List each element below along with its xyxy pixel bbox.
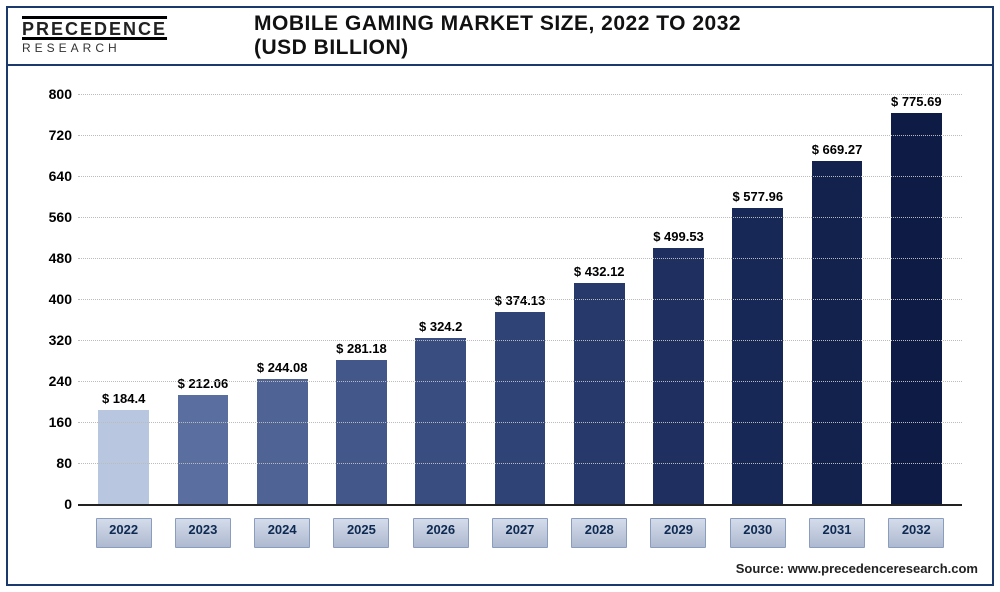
x-tick-label: 2031 bbox=[809, 518, 865, 548]
bar bbox=[732, 208, 783, 504]
bar-value-label: $ 669.27 bbox=[812, 142, 863, 157]
x-tick-label: 2030 bbox=[730, 518, 786, 548]
chart-frame: PRECEDENCE RESEARCH MOBILE GAMING MARKET… bbox=[6, 6, 994, 586]
x-tick: 2032 bbox=[877, 518, 956, 548]
gridline bbox=[78, 94, 962, 95]
y-tick-label: 240 bbox=[32, 373, 72, 389]
x-axis: 2022 2023 2024 2025 2026 2027 2028 2029 2030 2031… bbox=[78, 518, 962, 548]
bar bbox=[98, 410, 149, 505]
x-tick-label: 2026 bbox=[413, 518, 469, 548]
logo-text-top: PRECEDENCE bbox=[22, 18, 167, 40]
gridline bbox=[78, 258, 962, 259]
x-tick-label: 2023 bbox=[175, 518, 231, 548]
y-tick-label: 720 bbox=[32, 127, 72, 143]
x-tick-label: 2032 bbox=[888, 518, 944, 548]
bar bbox=[653, 248, 704, 504]
x-tick: 2031 bbox=[797, 518, 876, 548]
chart-title: MOBILE GAMING MARKET SIZE, 2022 TO 2032 … bbox=[254, 12, 746, 60]
bar-value-label: $ 184.4 bbox=[102, 391, 145, 406]
bar bbox=[574, 283, 625, 504]
header: PRECEDENCE RESEARCH MOBILE GAMING MARKET… bbox=[8, 8, 992, 66]
gridline bbox=[78, 135, 962, 136]
gridline bbox=[78, 299, 962, 300]
x-tick: 2029 bbox=[639, 518, 718, 548]
bar-value-label: $ 775.69 bbox=[891, 94, 942, 109]
gridline bbox=[78, 463, 962, 464]
logo-text-bottom: RESEARCH bbox=[22, 42, 167, 54]
x-tick-label: 2025 bbox=[333, 518, 389, 548]
x-tick-label: 2028 bbox=[571, 518, 627, 548]
bar-value-label: $ 324.2 bbox=[419, 319, 462, 334]
gridline bbox=[78, 340, 962, 341]
bar-value-label: $ 244.08 bbox=[257, 360, 308, 375]
gridline bbox=[78, 217, 962, 218]
x-tick: 2025 bbox=[322, 518, 401, 548]
x-tick-label: 2027 bbox=[492, 518, 548, 548]
logo: PRECEDENCE RESEARCH bbox=[22, 18, 167, 54]
chart-plot-area: $ 184.4 $ 212.06 $ 244.08 $ 281.18 $ 324.2 $ … bbox=[78, 94, 962, 506]
bar-value-label: $ 281.18 bbox=[336, 341, 387, 356]
y-tick-label: 0 bbox=[32, 496, 72, 512]
y-tick-label: 320 bbox=[32, 332, 72, 348]
x-tick-label: 2024 bbox=[254, 518, 310, 548]
bar-value-label: $ 374.13 bbox=[495, 293, 546, 308]
x-tick-label: 2029 bbox=[650, 518, 706, 548]
bar-value-label: $ 577.96 bbox=[732, 189, 783, 204]
bar-value-label: $ 212.06 bbox=[178, 376, 229, 391]
gridline bbox=[78, 381, 962, 382]
bar bbox=[178, 395, 229, 504]
y-tick-label: 480 bbox=[32, 250, 72, 266]
bar bbox=[495, 312, 546, 504]
x-tick: 2023 bbox=[163, 518, 242, 548]
y-tick-label: 560 bbox=[32, 209, 72, 225]
plot: $ 184.4 $ 212.06 $ 244.08 $ 281.18 $ 324.2 $ … bbox=[78, 94, 962, 506]
bar-value-label: $ 432.12 bbox=[574, 264, 625, 279]
x-tick: 2027 bbox=[480, 518, 559, 548]
gridline bbox=[78, 422, 962, 423]
bar-value-label: $ 499.53 bbox=[653, 229, 704, 244]
bar bbox=[257, 379, 308, 504]
gridline bbox=[78, 176, 962, 177]
bar bbox=[812, 161, 863, 504]
bar bbox=[891, 113, 942, 504]
y-tick-label: 640 bbox=[32, 168, 72, 184]
x-tick: 2024 bbox=[243, 518, 322, 548]
x-tick: 2026 bbox=[401, 518, 480, 548]
x-tick: 2030 bbox=[718, 518, 797, 548]
y-tick-label: 80 bbox=[32, 455, 72, 471]
source-text: Source: www.precedenceresearch.com bbox=[736, 561, 978, 576]
y-tick-label: 400 bbox=[32, 291, 72, 307]
bar bbox=[415, 338, 466, 504]
x-tick: 2022 bbox=[84, 518, 163, 548]
y-tick-label: 800 bbox=[32, 86, 72, 102]
x-tick-label: 2022 bbox=[96, 518, 152, 548]
x-tick: 2028 bbox=[560, 518, 639, 548]
y-tick-label: 160 bbox=[32, 414, 72, 430]
